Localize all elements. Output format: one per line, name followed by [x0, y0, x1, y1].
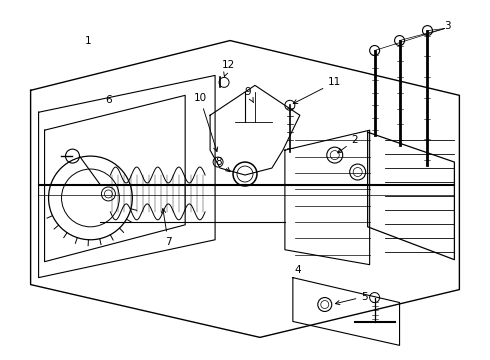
Text: 7: 7	[161, 209, 172, 247]
Text: 10: 10	[194, 93, 218, 152]
Text: 2: 2	[338, 135, 358, 153]
Text: 11: 11	[293, 77, 342, 104]
Text: 5: 5	[336, 292, 368, 305]
Text: 9: 9	[245, 87, 253, 103]
Text: 3: 3	[444, 21, 451, 31]
Text: 8: 8	[215, 157, 230, 172]
Text: 12: 12	[221, 60, 235, 76]
Text: 1: 1	[85, 36, 92, 46]
Text: 6: 6	[105, 95, 112, 105]
Text: 4: 4	[294, 265, 301, 275]
